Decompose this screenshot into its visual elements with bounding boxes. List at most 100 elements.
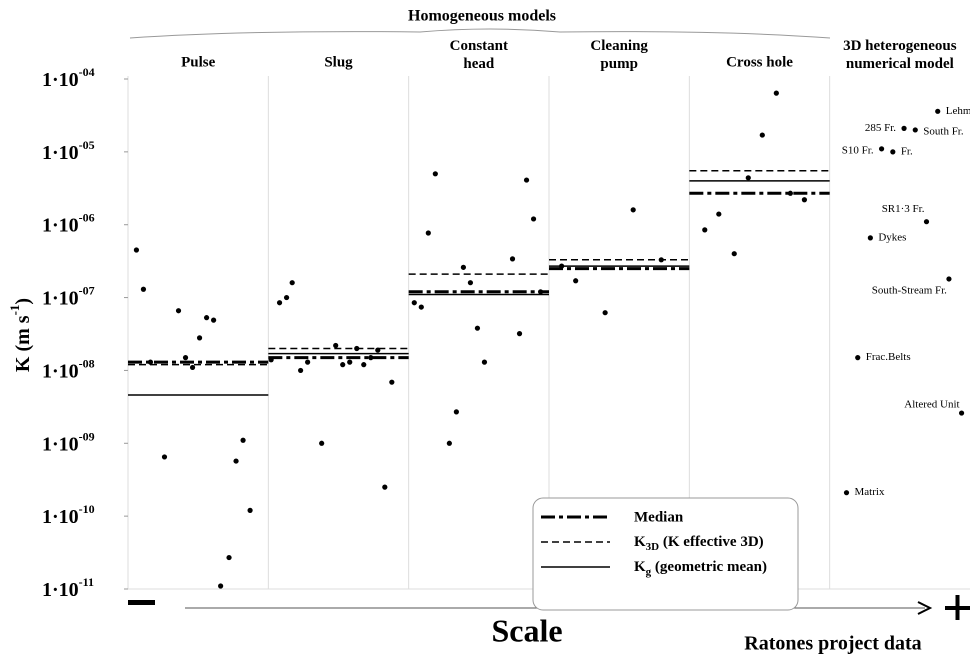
data-point [509, 256, 516, 262]
point-label: Dykes [878, 231, 906, 243]
group-title: Homogeneous models [408, 8, 556, 25]
data-point [731, 251, 737, 257]
data-point [702, 227, 708, 233]
data-point [446, 440, 452, 446]
data-point [559, 263, 565, 269]
data-point [182, 354, 189, 361]
y-axis-label: K (m s-1) [7, 298, 34, 372]
data-point [226, 554, 232, 561]
data-point [211, 317, 217, 323]
arrow-head [917, 601, 933, 615]
data-point [203, 315, 210, 321]
data-point [573, 278, 579, 284]
data-point [411, 300, 417, 306]
data-point [247, 507, 253, 513]
data-point [140, 286, 147, 292]
minus-sign [128, 600, 155, 605]
data-point [196, 335, 203, 341]
legend-label: K3D (K effective 3D) [634, 534, 764, 552]
point-label: Fr. [901, 145, 913, 157]
x-axis-label: Scale [491, 612, 562, 648]
data-point [382, 484, 388, 490]
data-point [843, 490, 850, 496]
y-tick-label: 1·10-04 [42, 65, 95, 91]
data-point [602, 310, 608, 316]
data-point [537, 289, 544, 295]
data-point [530, 216, 537, 222]
data-point [855, 354, 861, 361]
data-point [467, 280, 474, 286]
data-point [389, 379, 395, 385]
category-label: Constant head [450, 38, 508, 72]
data-point [425, 230, 431, 236]
category-label: Cross hole [726, 54, 793, 70]
data-point [283, 294, 290, 301]
legend-label: Kg (geometric mean) [634, 559, 767, 577]
point-label: S10 Fr. [842, 144, 874, 156]
data-point [759, 132, 765, 138]
data-point [523, 177, 530, 183]
data-point [630, 207, 636, 213]
data-point [890, 149, 896, 155]
data-point [147, 359, 154, 365]
data-point [161, 454, 168, 460]
data-point [354, 345, 360, 352]
y-tick-label: 1·10-06 [42, 210, 95, 236]
y-tick-label: 1·10-10 [42, 502, 95, 528]
data-point [319, 440, 325, 446]
data-point [361, 362, 367, 368]
point-label: South-Stream Fr. [872, 285, 947, 297]
data-point [773, 90, 779, 96]
data-point [432, 171, 438, 177]
y-tick-label: 1·10-07 [42, 283, 95, 309]
data-point [333, 342, 339, 349]
category-label: 3D heterogeneous numerical model [843, 38, 957, 72]
footer: Ratones project data [744, 633, 921, 655]
data-point [298, 367, 304, 374]
point-label: Frac.Belts [866, 351, 911, 363]
point-label: SR1·3 Fr. [882, 203, 925, 215]
data-point [946, 276, 952, 282]
data-point [867, 235, 873, 241]
data-point [233, 458, 239, 464]
plus-sign-v [955, 595, 960, 620]
data-point [901, 125, 907, 131]
data-point [658, 257, 664, 263]
group-brace [129, 28, 831, 39]
data-point [716, 211, 722, 217]
data-point [175, 308, 182, 314]
data-point [276, 300, 283, 306]
data-point [481, 359, 488, 365]
data-point [745, 175, 751, 181]
data-point [453, 409, 459, 415]
point-label: South Fr. [923, 125, 964, 137]
data-point [923, 219, 930, 225]
y-tick-label: 1·10-09 [42, 429, 95, 455]
data-point [958, 410, 965, 416]
data-point [240, 437, 246, 443]
data-point [289, 280, 295, 286]
data-point [375, 347, 381, 353]
y-tick-label: 1·10-11 [42, 575, 94, 601]
data-point [218, 583, 224, 589]
point-label: Altered Unit [904, 399, 959, 411]
data-point [516, 331, 523, 337]
point-label: Lehm [946, 105, 970, 117]
data-point [801, 197, 808, 203]
category-label: Pulse [181, 54, 216, 70]
data-point [418, 304, 424, 310]
data-point [912, 127, 918, 133]
data-point [460, 264, 466, 270]
category-label: Cleaning pump [590, 38, 648, 72]
category-label: Slug [324, 54, 353, 70]
data-point [189, 364, 196, 371]
point-label: Matrix [855, 486, 885, 498]
y-tick-label: 1·10-05 [42, 138, 95, 164]
point-label: 285 Fr. [865, 122, 896, 134]
data-point [787, 190, 793, 196]
data-point [133, 247, 140, 253]
data-point [935, 108, 941, 114]
data-point [305, 359, 311, 365]
data-point [347, 359, 353, 365]
